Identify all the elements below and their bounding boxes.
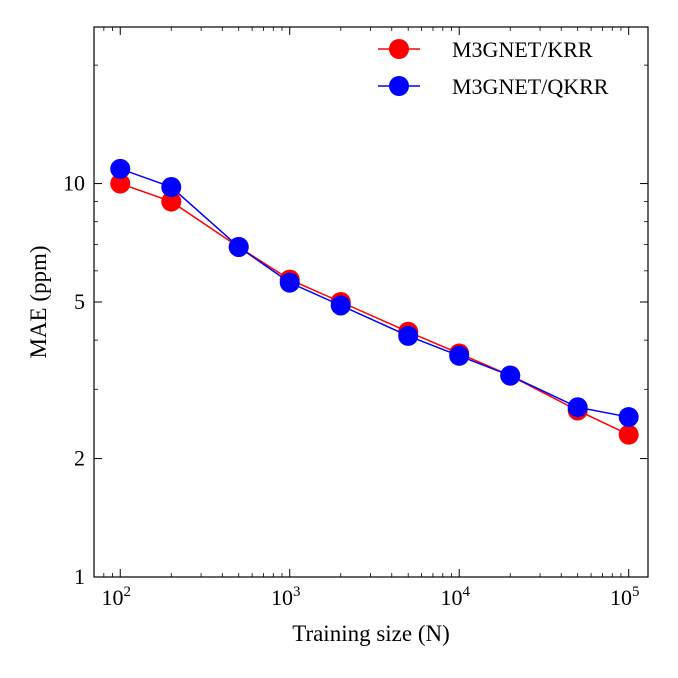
legend: M3GNET/KRR M3GNET/QKRR xyxy=(378,37,609,99)
major-ticks xyxy=(94,27,648,578)
data-point-qkrr xyxy=(500,365,521,386)
y-tick-label: 2 xyxy=(74,446,85,471)
data-point-qkrr xyxy=(330,295,351,316)
data-point-qkrr xyxy=(567,397,588,418)
data-point-qkrr xyxy=(110,158,131,179)
x-tick-label: 105 xyxy=(610,584,640,610)
legend-label-krr: M3GNET/KRR xyxy=(452,37,593,62)
x-tick-label: 104 xyxy=(440,584,470,610)
x-axis-label: Training size (N) xyxy=(292,621,450,646)
data-point-qkrr xyxy=(279,272,300,293)
legend-marker-qkrr xyxy=(389,76,409,96)
x-tick-label: 102 xyxy=(102,584,131,610)
series-line-qkrr xyxy=(120,168,629,418)
data-point-qkrr xyxy=(161,177,182,198)
series-line-krr xyxy=(120,182,630,436)
y-tick-label: 10 xyxy=(63,171,85,196)
data-point-qkrr xyxy=(449,345,470,366)
data-point-krr xyxy=(618,424,639,445)
legend-label-qkrr: M3GNET/QKRR xyxy=(452,74,609,99)
x-tick-label: 103 xyxy=(271,584,301,610)
y-axis-label: MAE (ppm) xyxy=(26,245,51,358)
data-point-qkrr xyxy=(228,236,249,257)
y-tick-label: 1 xyxy=(74,564,85,589)
data-point-krr xyxy=(110,173,131,194)
minor-ticks xyxy=(94,27,648,577)
data-point-krr xyxy=(161,191,182,212)
plot-frame xyxy=(93,26,649,578)
series-layer xyxy=(110,158,639,445)
data-point-qkrr xyxy=(618,407,639,428)
legend-marker-krr xyxy=(389,39,409,59)
y-tick-label: 5 xyxy=(74,289,85,314)
x-tick-labels: 102 103 104 105 xyxy=(102,584,640,610)
data-point-qkrr xyxy=(398,325,419,346)
y-tick-labels: 1 2 5 10 xyxy=(63,171,85,589)
